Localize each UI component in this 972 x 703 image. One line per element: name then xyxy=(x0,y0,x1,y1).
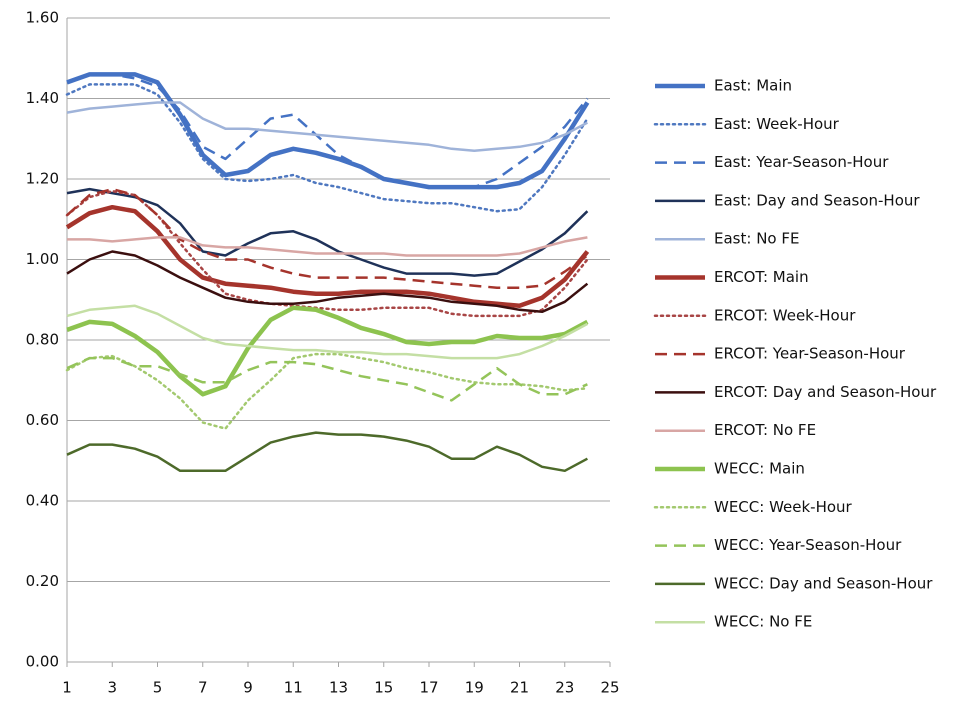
legend-label: WECC: Week-Hour xyxy=(714,498,853,516)
series-line xyxy=(66,305,589,397)
x-tick-label: 9 xyxy=(243,679,253,697)
x-tick-label: 13 xyxy=(329,679,348,697)
y-tick-label: 1.60 xyxy=(26,9,59,27)
x-tick-label: 17 xyxy=(419,679,438,697)
y-tick-label: 0.40 xyxy=(26,492,59,510)
series-line xyxy=(66,72,590,190)
series-line xyxy=(65,189,589,318)
y-tick-label: 0.60 xyxy=(26,411,59,429)
legend-label: WECC: Year-Season-Hour xyxy=(714,536,902,554)
y-tick-label: 1.20 xyxy=(26,170,59,188)
series-line xyxy=(66,187,589,277)
legend-label: ERCOT: Year-Season-Hour xyxy=(714,345,906,363)
x-tick-label: 1 xyxy=(62,679,72,697)
legend-label: WECC: Day and Season-Hour xyxy=(714,574,933,592)
series-line xyxy=(66,73,589,189)
x-tick-label: 7 xyxy=(198,679,208,697)
legend-label: East: Year-Season-Hour xyxy=(714,153,889,171)
series-line xyxy=(65,352,589,430)
x-tick-label: 15 xyxy=(374,679,393,697)
series-line xyxy=(66,304,588,360)
legend-label: East: Week-Hour xyxy=(714,115,840,133)
y-tick-label: 0.80 xyxy=(26,331,59,349)
x-tick-label: 21 xyxy=(510,679,529,697)
x-tick-label: 23 xyxy=(555,679,574,697)
legend-label: East: Day and Season-Hour xyxy=(714,191,920,209)
series-line xyxy=(67,236,588,257)
y-tick-label: 1.00 xyxy=(26,250,59,268)
series-line xyxy=(65,204,590,309)
legend-label: East: Main xyxy=(714,77,792,95)
series-line xyxy=(66,250,589,314)
series-line xyxy=(65,83,589,213)
x-tick-label: 19 xyxy=(465,679,484,697)
legend-label: ERCOT: Main xyxy=(714,268,809,286)
legend-label: ERCOT: No FE xyxy=(714,421,816,439)
legend-label: ERCOT: Week-Hour xyxy=(714,306,856,324)
x-tick-label: 3 xyxy=(107,679,117,697)
y-tick-label: 0.20 xyxy=(26,572,59,590)
series-line xyxy=(66,356,588,402)
series-line xyxy=(66,101,588,153)
y-tick-label: 1.40 xyxy=(26,89,59,107)
legend-label: East: No FE xyxy=(714,230,799,248)
x-tick-label: 5 xyxy=(153,679,163,697)
legend-label: WECC: No FE xyxy=(714,613,812,631)
legend-label: WECC: Main xyxy=(714,460,805,478)
series-line xyxy=(66,431,588,473)
legend-label: ERCOT: Day and Season-Hour xyxy=(714,383,937,401)
x-tick-label: 25 xyxy=(600,679,619,697)
x-tick-label: 11 xyxy=(284,679,303,697)
series-line xyxy=(66,187,589,289)
y-tick-label: 0.00 xyxy=(26,653,59,671)
